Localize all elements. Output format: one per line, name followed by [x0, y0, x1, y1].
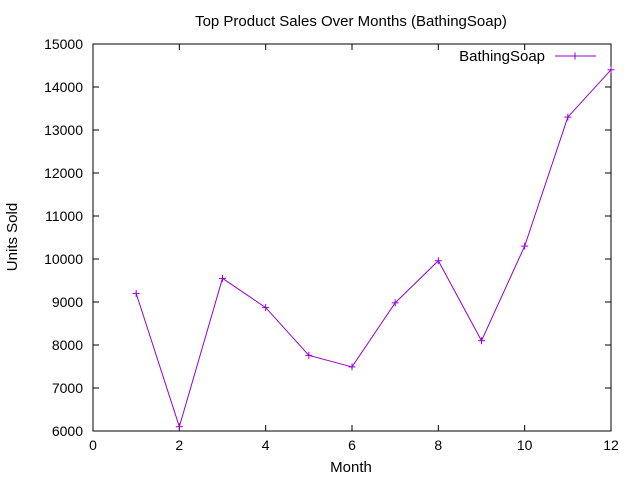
- data-point: [262, 304, 270, 312]
- plot-frame: [92, 43, 612, 432]
- y-axis-title: Units Sold: [4, 203, 21, 271]
- x-axis: 0 2 4 6 8 10 12: [89, 44, 619, 453]
- y-tick-label: 7000: [52, 380, 83, 396]
- data-point: [348, 363, 356, 371]
- y-tick-label: 9000: [52, 294, 83, 310]
- y-axis: 6000 7000 8000 9000 10000 11000 12000 13000 1400…: [44, 36, 611, 439]
- data-point: [219, 274, 226, 282]
- plot-border: [92, 43, 612, 432]
- data-point: [175, 423, 183, 431]
- x-tick-label: 4: [262, 437, 270, 453]
- x-tick-label: 12: [603, 437, 619, 453]
- data-point: [305, 351, 313, 359]
- data-point: [521, 242, 529, 250]
- data-point: [132, 289, 140, 297]
- legend-marker-bathingsoap: [571, 52, 579, 60]
- series-layer: [132, 66, 615, 431]
- legend: BathingSoap: [459, 48, 596, 65]
- x-axis-title: Month: [330, 459, 372, 476]
- series-line-bathingsoap: [135, 69, 612, 429]
- x-tick-label: 2: [175, 437, 183, 453]
- x-tick-label: 8: [434, 437, 442, 453]
- data-point: [434, 257, 442, 265]
- x-tick-label: 0: [89, 437, 97, 453]
- data-point: [564, 113, 572, 121]
- legend-label-bathingsoap: BathingSoap: [459, 48, 545, 65]
- y-tick-label: 15000: [44, 36, 83, 52]
- y-tick-label: 10000: [44, 251, 83, 267]
- y-tick-label: 13000: [44, 122, 83, 138]
- y-tick-label: 11000: [45, 208, 83, 224]
- y-tick-label: 12000: [44, 165, 83, 181]
- y-tick-label: 6000: [52, 423, 83, 439]
- data-point: [607, 66, 615, 74]
- data-point: [391, 299, 399, 307]
- y-tick-label: 14000: [44, 79, 83, 95]
- x-tick-label: 6: [348, 437, 356, 453]
- data-point: [478, 337, 485, 345]
- y-tick-label: 8000: [52, 337, 83, 353]
- chart-title: Top Product Sales Over Months (BathingSo…: [195, 13, 507, 30]
- x-tick-label: 10: [517, 437, 533, 453]
